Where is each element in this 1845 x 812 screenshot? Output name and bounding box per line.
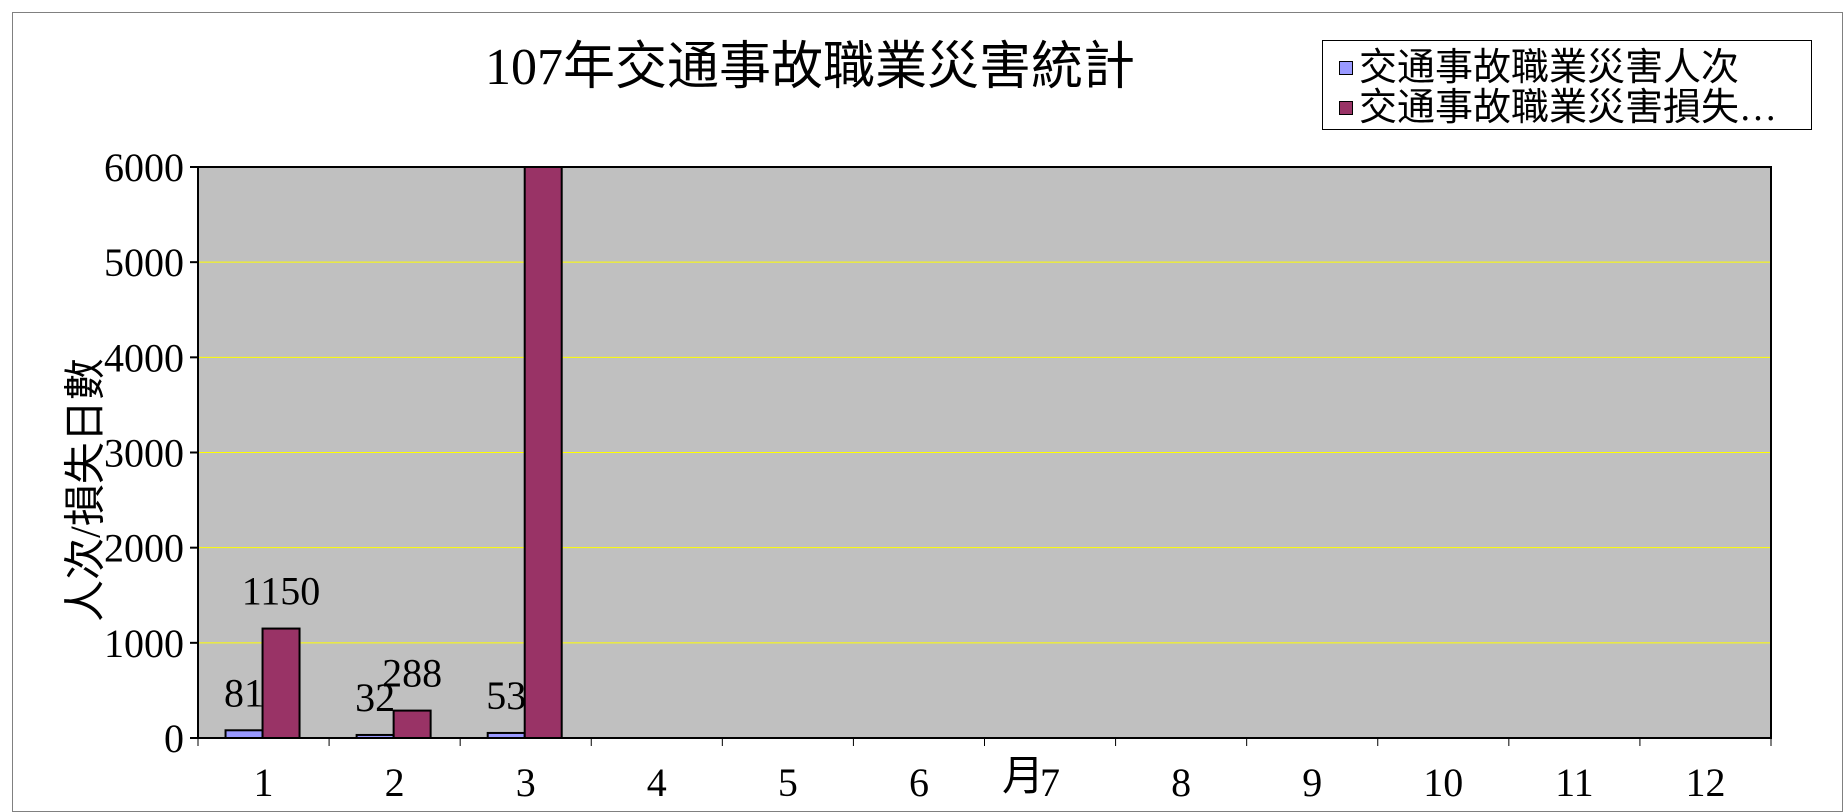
legend: 交通事故職業災害人次 交通事故職業災害損失… — [1322, 40, 1812, 130]
y-tick-label: 3000 — [104, 431, 184, 476]
x-tick-label: 9 — [1302, 760, 1322, 803]
x-tick-label: 4 — [647, 760, 667, 803]
chart-title: 107年交通事故職業災害統計 — [484, 39, 1135, 96]
y-tick-label: 4000 — [104, 335, 184, 380]
data-label-persons-1: 81 — [224, 670, 264, 715]
plot-border — [197, 166, 1772, 739]
y-tick-label: 0 — [164, 716, 184, 761]
bar-lostdays-1 — [261, 627, 301, 740]
x-tick-label: 2 — [385, 760, 405, 803]
bar-lostdays-2 — [392, 709, 432, 739]
bar-lostdays-3 — [523, 166, 563, 739]
legend-label-lostdays: 交通事故職業災害損失… — [1359, 87, 1778, 129]
x-tick-label: 11 — [1555, 760, 1594, 803]
legend-item-lostdays: 交通事故職業災害損失… — [1339, 87, 1778, 129]
legend-swatch-lostdays — [1339, 101, 1353, 115]
y-tick-label: 1000 — [104, 621, 184, 666]
x-tick-label: 10 — [1423, 760, 1463, 803]
legend-label-persons: 交通事故職業災害人次 — [1359, 47, 1740, 89]
data-label-lostdays-1: 1150 — [242, 569, 321, 614]
x-tick-label: 1 — [254, 760, 274, 803]
x-tick-label: 7 — [1040, 760, 1060, 803]
data-label-persons-3: 53 — [486, 673, 526, 718]
y-tick-label: 2000 — [104, 526, 184, 571]
bar-persons-1 — [224, 729, 264, 740]
x-axis-label: 月 — [1002, 754, 1045, 800]
x-tick-label: 8 — [1171, 760, 1191, 803]
data-label-lostdays-2: 288 — [382, 651, 442, 696]
legend-item-persons: 交通事故職業災害人次 — [1339, 47, 1740, 89]
x-tick-label: 3 — [516, 760, 536, 803]
x-tick-label: 5 — [778, 760, 798, 803]
legend-swatch-persons — [1339, 61, 1353, 75]
y-tick-label: 6000 — [104, 145, 184, 190]
x-tick-label: 12 — [1685, 760, 1725, 803]
data-label-persons-2: 32 — [355, 675, 395, 720]
y-tick-label: 5000 — [104, 240, 184, 285]
x-tick-label: 6 — [909, 760, 929, 803]
